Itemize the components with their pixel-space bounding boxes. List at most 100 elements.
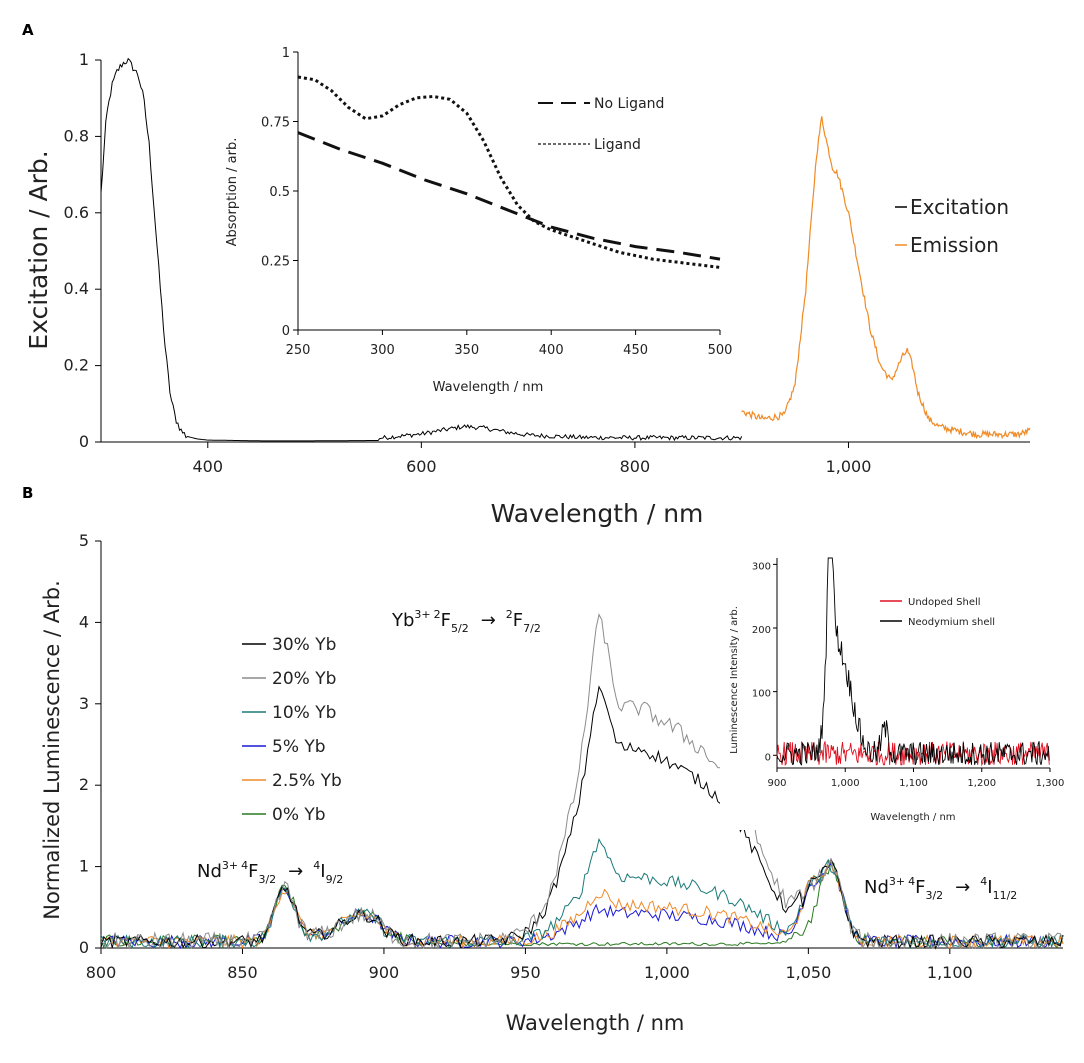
- ann-yb-mid1: F: [441, 610, 451, 631]
- panel-b-label: B: [22, 484, 33, 502]
- B_main-ytick-label: 5: [79, 531, 89, 550]
- B_main-ytick-label: 2: [79, 775, 89, 794]
- chart-b-main: Normalized Luminescence / Arb. Wavelengt…: [40, 531, 1064, 1035]
- annotation-nd2: Nd3+ 4F3/2 → 4I11/2: [864, 875, 1017, 902]
- A_inset-xtick-label: 400: [539, 343, 564, 358]
- legend-undoped-label: Undoped Shell: [908, 597, 981, 608]
- ann-nd1-arrow: →: [288, 861, 303, 882]
- ann-yb-sub2: 7/2: [523, 622, 541, 635]
- legend-yb25-label: 2.5% Yb: [272, 771, 342, 791]
- A_main-xtick-label: 800: [620, 457, 651, 476]
- B_inset-xtick-label: 1,100: [899, 778, 928, 789]
- ann-nd2-sup3: 4: [980, 875, 987, 888]
- legend-yb0-label: 0% Yb: [272, 805, 326, 825]
- legend-yb30-label: 30% Yb: [272, 635, 336, 655]
- legend-noligand-label: No Ligand: [594, 96, 664, 112]
- B_inset-ytick-label: 200: [752, 625, 771, 636]
- legend-yb20-label: 20% Yb: [272, 669, 336, 689]
- A_inset-xtick-label: 500: [708, 343, 733, 358]
- emission-line: [741, 116, 1031, 440]
- B_main-xtick-label: 850: [227, 963, 258, 982]
- chart-b-ylabel: Normalized Luminescence / Arb.: [40, 580, 64, 920]
- inset-b-legend: Undoped Shell Neodymium shell: [880, 597, 995, 628]
- legend-neodymium-label: Neodymium shell: [908, 617, 995, 628]
- inset-b-xlabel: Wavelength / nm: [870, 812, 955, 823]
- legend-yb5-label: 5% Yb: [272, 737, 326, 757]
- line-yb20: [100, 613, 1064, 950]
- ann-nd2-sub1: 3/2: [925, 889, 943, 902]
- ligand-line: [297, 75, 721, 269]
- ann-nd1-pre: Nd: [197, 861, 222, 882]
- ann-nd1-sup1: 3+: [222, 859, 238, 872]
- A_main-xtick-label: 600: [406, 457, 437, 476]
- B_main-xtick-label: 1,000: [644, 963, 690, 982]
- line-yb0: [100, 861, 1064, 950]
- chart-a-legend: Excitation Emission: [895, 195, 1009, 257]
- ann-yb-mid2: F: [513, 610, 523, 631]
- chart-b-legend: 30% Yb 20% Yb 10% Yb 5% Yb 2.5% Yb 0% Yb: [242, 635, 342, 825]
- ann-nd1-sub1: 3/2: [258, 873, 276, 886]
- line-yb25: [100, 859, 1064, 950]
- ann-nd2-sup2: 4: [908, 875, 915, 888]
- A_inset-ytick-label: 0.75: [261, 116, 290, 131]
- legend-ligand-label: Ligand: [594, 137, 641, 153]
- A_main-ytick-label: 0: [79, 432, 89, 451]
- B_inset-xtick-label: 900: [767, 778, 786, 789]
- A_main-ytick-label: 0.2: [64, 356, 89, 375]
- A_main-xtick-label: 400: [193, 457, 224, 476]
- A_main-ytick-label: 1: [79, 50, 89, 69]
- ann-yb-sup3: 2: [506, 608, 513, 621]
- ann-nd2-sub2: 11/2: [993, 889, 1018, 902]
- A_main-ytick-label: 0.6: [64, 203, 89, 222]
- B_inset-xtick-label: 1,000: [831, 778, 860, 789]
- A_inset-xtick-label: 250: [286, 343, 311, 358]
- B_inset-xtick-label: 1,300: [1036, 778, 1065, 789]
- chart-b-xlabel: Wavelength / nm: [506, 1011, 685, 1035]
- ann-yb-sup2: 2: [434, 608, 441, 621]
- neodymium-shell-line: [776, 557, 1050, 766]
- ann-nd1-mid2: I: [320, 861, 325, 882]
- chart-a-ylabel: Excitation / Arb.: [24, 150, 53, 349]
- legend-emission-label: Emission: [910, 233, 999, 257]
- B_main-ytick-label: 1: [79, 857, 89, 876]
- ann-nd1-sup2: 4: [241, 859, 248, 872]
- B_inset-xtick-label: 1,200: [967, 778, 996, 789]
- annotation-nd1: Nd3+ 4F3/2 → 4I9/2: [197, 859, 343, 886]
- A_main-ytick-label: 0.4: [64, 279, 89, 298]
- inset-a-legend: No Ligand Ligand: [538, 96, 664, 153]
- ann-nd1-mid1: F: [248, 861, 258, 882]
- ann-nd2-mid2: I: [987, 877, 992, 898]
- A_inset-xtick-label: 300: [370, 343, 395, 358]
- A_inset-ytick-label: 1: [282, 46, 290, 61]
- ann-yb-pre: Yb: [391, 610, 414, 631]
- B_main-xtick-label: 900: [369, 963, 400, 982]
- B_main-ytick-label: 4: [79, 612, 89, 631]
- chart-a-inset: Absorption / arb. Wavelength / nm 250 300…: [213, 26, 740, 406]
- legend-excitation-label: Excitation: [910, 195, 1009, 219]
- ann-yb-sub1: 5/2: [451, 622, 469, 635]
- B_main-ytick-label: 3: [79, 694, 89, 713]
- A_main-xtick-label: 1,000: [826, 457, 872, 476]
- A_inset-ytick-label: 0.25: [261, 255, 290, 270]
- panel-a-label: A: [22, 21, 34, 39]
- B_main-xtick-label: 1,100: [927, 963, 973, 982]
- chart-a-main: Excitation / Arb. Wavelength / nm 400 600…: [24, 50, 1031, 528]
- ann-nd1-sub2: 9/2: [326, 873, 344, 886]
- ann-yb-sup1: 3+: [414, 608, 430, 621]
- A_inset-ytick-label: 0.5: [269, 185, 290, 200]
- excitation-line: [100, 57, 743, 442]
- B_inset-ytick-label: 300: [752, 561, 771, 572]
- line-yb30: [100, 685, 1064, 950]
- B_inset-ytick-label: 100: [752, 689, 771, 700]
- ann-nd2-arrow: →: [955, 877, 970, 898]
- ann-yb-arrow: →: [481, 610, 496, 631]
- annotation-yb: Yb3+ 2F5/2 → 2F7/2: [391, 608, 541, 635]
- chart-a-xlabel: Wavelength / nm: [491, 499, 704, 528]
- B_main-ytick-label: 0: [79, 938, 89, 957]
- legend-yb10-label: 10% Yb: [272, 703, 336, 723]
- ann-nd1-sup3: 4: [313, 859, 320, 872]
- inset-a-ylabel: Absorption / arb.: [225, 138, 240, 247]
- no-ligand-line: [297, 131, 721, 261]
- B_main-xtick-label: 950: [510, 963, 541, 982]
